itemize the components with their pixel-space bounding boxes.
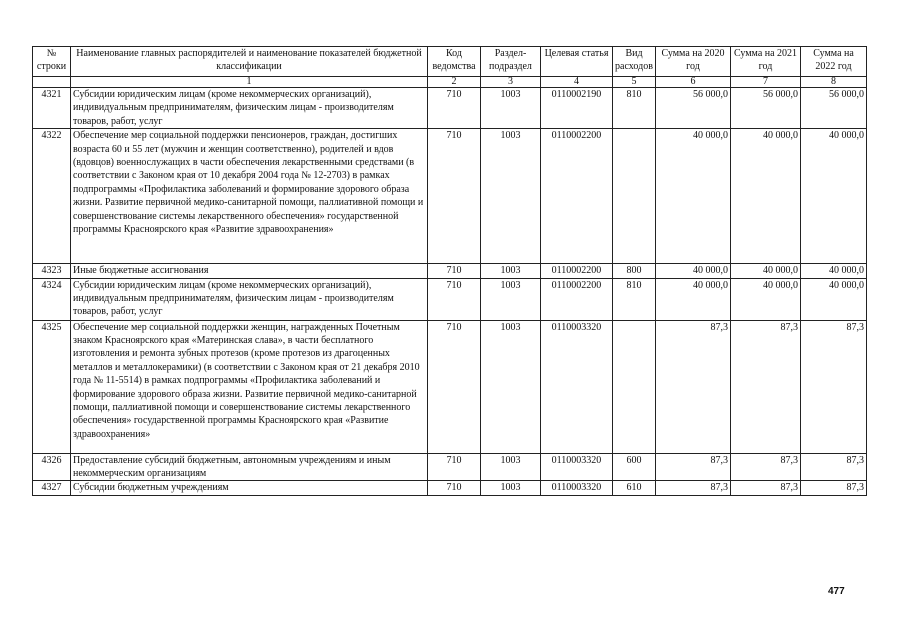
cell-num: 4323 xyxy=(32,263,71,279)
header-row: № строки Наименование главных распорядит… xyxy=(32,46,867,77)
cell-section: 1003 xyxy=(480,263,541,279)
cell-sum2020: 87,3 xyxy=(655,480,731,496)
cell-target: 0110002200 xyxy=(540,128,613,265)
table-row: 4323 Иные бюджетные ассигнования 710 1003 01… xyxy=(32,263,867,279)
column-number: 1 xyxy=(70,76,428,88)
cell-sum2020: 40 000,0 xyxy=(655,277,731,321)
cell-name: Субсидии юридическим лицам (кроме некомм… xyxy=(70,277,428,321)
cell-sum2020: 56 000,0 xyxy=(655,86,731,130)
table-row: 4325 Обеспечение мер социальной поддержки… xyxy=(32,319,867,454)
table-row: 4326 Предоставление субсидий бюджетным, а… xyxy=(32,452,867,482)
column-number: 5 xyxy=(612,76,656,88)
cell-num: 4321 xyxy=(32,86,71,130)
cell-type: 810 xyxy=(612,86,656,130)
cell-num: 4327 xyxy=(32,480,71,496)
cell-section: 1003 xyxy=(480,480,541,496)
budget-table: № строки Наименование главных распорядит… xyxy=(32,46,867,496)
cell-num: 4324 xyxy=(32,277,71,321)
cell-section: 1003 xyxy=(480,86,541,130)
cell-sum2022: 40 000,0 xyxy=(800,263,867,279)
cell-sum2022: 87,3 xyxy=(800,452,867,482)
cell-target: 0110002190 xyxy=(540,86,613,130)
header-cell: Сумма на 2021 год xyxy=(730,46,801,77)
cell-sum2020: 87,3 xyxy=(655,452,731,482)
cell-code: 710 xyxy=(427,263,481,279)
cell-name: Иные бюджетные ассигнования xyxy=(70,263,428,279)
cell-sum2021: 56 000,0 xyxy=(730,86,801,130)
cell-sum2022: 87,3 xyxy=(800,319,867,454)
header-cell: Раздел-подраздел xyxy=(480,46,541,77)
cell-type: 600 xyxy=(612,452,656,482)
cell-code: 710 xyxy=(427,452,481,482)
cell-name: Субсидии юридическим лицам (кроме некомм… xyxy=(70,86,428,130)
cell-name: Обеспечение мер социальной поддержки жен… xyxy=(70,319,428,454)
cell-target: 0110003320 xyxy=(540,319,613,454)
column-number xyxy=(32,76,71,88)
cell-section: 1003 xyxy=(480,452,541,482)
cell-num: 4322 xyxy=(32,128,71,265)
page-number: 477 xyxy=(828,586,845,597)
header-cell: Код ведомства xyxy=(427,46,481,77)
cell-sum2020: 87,3 xyxy=(655,319,731,454)
cell-target: 0110003320 xyxy=(540,452,613,482)
column-number: 4 xyxy=(540,76,613,88)
table-row: 4327 Субсидии бюджетным учреждениям 710 100… xyxy=(32,480,867,496)
cell-type: 610 xyxy=(612,480,656,496)
cell-type xyxy=(612,128,656,265)
cell-num: 4326 xyxy=(32,452,71,482)
cell-target: 0110002200 xyxy=(540,263,613,279)
cell-type: 800 xyxy=(612,263,656,279)
cell-name: Обеспечение мер социальной поддержки пен… xyxy=(70,128,428,265)
header-cell: № строки xyxy=(32,46,71,77)
cell-sum2021: 40 000,0 xyxy=(730,128,801,265)
header-cell: Вид расходов xyxy=(612,46,656,77)
table-row: 4321 Субсидии юридическим лицам (кроме не… xyxy=(32,86,867,130)
header-cell: Сумма на 2022 год xyxy=(800,46,867,77)
cell-sum2020: 40 000,0 xyxy=(655,128,731,265)
cell-code: 710 xyxy=(427,128,481,265)
cell-type xyxy=(612,319,656,454)
cell-sum2022: 56 000,0 xyxy=(800,86,867,130)
column-number: 6 xyxy=(655,76,731,88)
cell-code: 710 xyxy=(427,86,481,130)
cell-sum2021: 40 000,0 xyxy=(730,277,801,321)
header-cell: Сумма на 2020 год xyxy=(655,46,731,77)
cell-sum2021: 87,3 xyxy=(730,319,801,454)
cell-name: Субсидии бюджетным учреждениям xyxy=(70,480,428,496)
header-cell: Целевая статья xyxy=(540,46,613,77)
cell-sum2022: 40 000,0 xyxy=(800,277,867,321)
column-number: 8 xyxy=(800,76,867,88)
header-cell: Наименование главных распорядителей и на… xyxy=(70,46,428,77)
cell-sum2021: 87,3 xyxy=(730,480,801,496)
cell-target: 0110003320 xyxy=(540,480,613,496)
column-number: 3 xyxy=(480,76,541,88)
column-number: 2 xyxy=(427,76,481,88)
cell-sum2020: 40 000,0 xyxy=(655,263,731,279)
table-row: 4322 Обеспечение мер социальной поддержки… xyxy=(32,128,867,265)
cell-target: 0110002200 xyxy=(540,277,613,321)
cell-section: 1003 xyxy=(480,277,541,321)
cell-sum2022: 40 000,0 xyxy=(800,128,867,265)
cell-sum2021: 87,3 xyxy=(730,452,801,482)
table-row: 4324 Субсидии юридическим лицам (кроме не… xyxy=(32,277,867,321)
cell-section: 1003 xyxy=(480,319,541,454)
cell-name: Предоставление субсидий бюджетным, автон… xyxy=(70,452,428,482)
cell-code: 710 xyxy=(427,319,481,454)
cell-type: 810 xyxy=(612,277,656,321)
cell-sum2022: 87,3 xyxy=(800,480,867,496)
column-number-row: 1 2 3 4 5 6 7 8 xyxy=(32,76,867,88)
cell-section: 1003 xyxy=(480,128,541,265)
cell-code: 710 xyxy=(427,277,481,321)
cell-num: 4325 xyxy=(32,319,71,454)
cell-code: 710 xyxy=(427,480,481,496)
cell-sum2021: 40 000,0 xyxy=(730,263,801,279)
column-number: 7 xyxy=(730,76,801,88)
